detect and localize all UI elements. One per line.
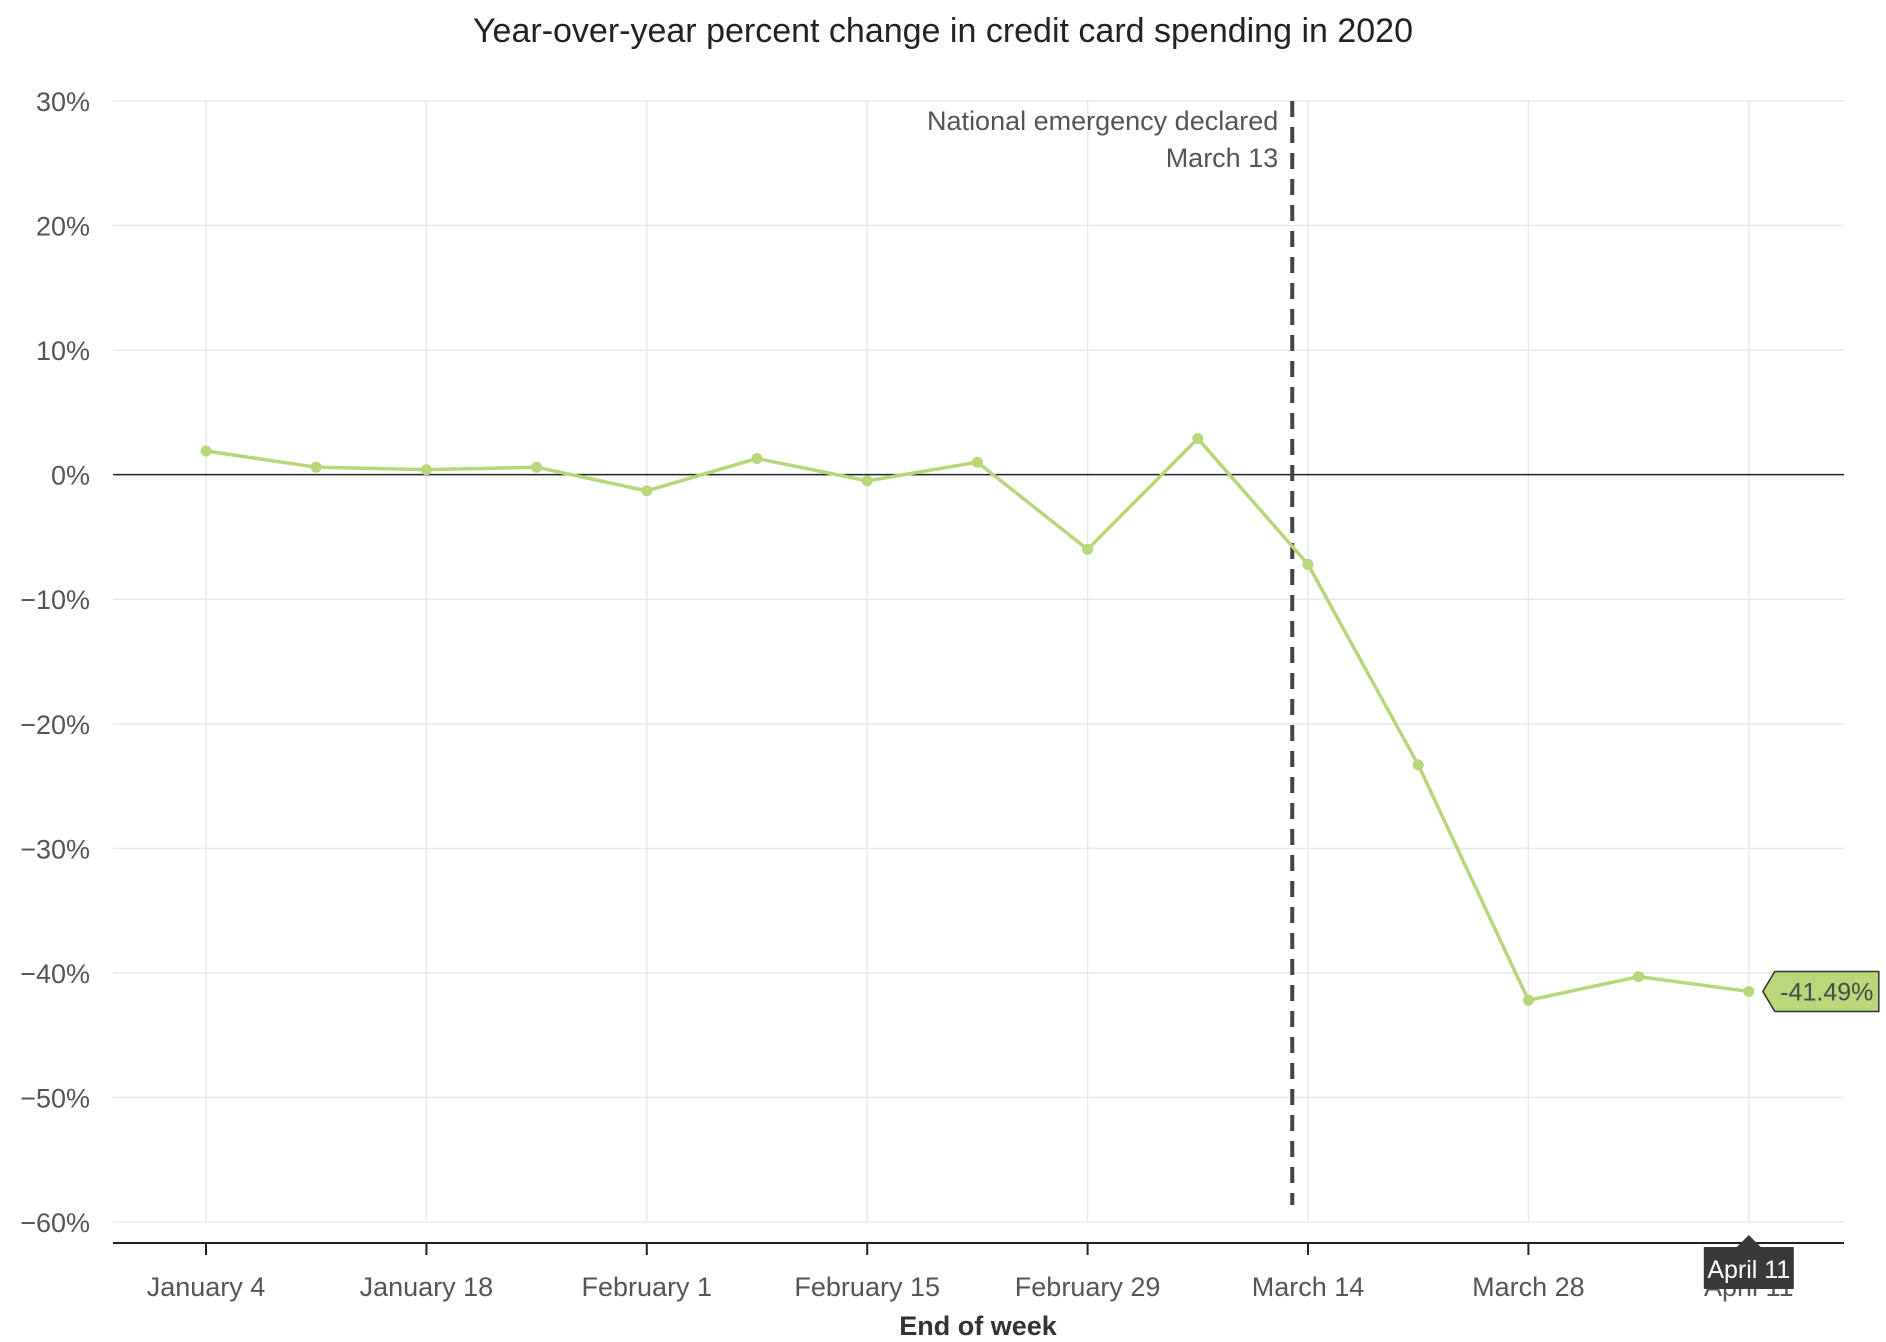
series-path — [205, 436, 1750, 1003]
x-axis-title: End of week — [899, 1311, 1058, 1341]
x-axis: January 4 January 18 February 1 February 15… — [113, 1242, 1844, 1302]
data-point[interactable] — [310, 461, 322, 473]
y-tick-label: 20% — [36, 212, 90, 242]
y-tick-label: −60% — [20, 1208, 90, 1238]
data-point[interactable] — [861, 475, 873, 487]
data-point[interactable] — [971, 456, 983, 468]
data-point[interactable] — [1192, 433, 1204, 445]
emergency-annotation-label: March 13 — [1166, 143, 1279, 173]
data-point[interactable] — [1743, 985, 1755, 997]
data-point[interactable] — [1522, 994, 1534, 1006]
chart-title: Year-over-year percent change in credit … — [473, 12, 1413, 50]
data-point[interactable] — [1082, 543, 1094, 555]
data-point[interactable] — [531, 461, 543, 473]
data-point[interactable] — [200, 445, 212, 457]
series-line — [200, 433, 1755, 1006]
emergency-annotation-label: National emergency declared — [927, 106, 1278, 136]
data-point[interactable] — [1412, 759, 1424, 771]
x-tick-label: February 15 — [794, 1272, 940, 1302]
tooltip-date-box — [1703, 1235, 1794, 1289]
y-tick-label: −30% — [20, 834, 90, 864]
y-tick-label: 10% — [36, 336, 90, 366]
y-axis: 30% 20% 10% 0% −10% −20% −30% −40% −50% −60% — [20, 87, 90, 1238]
data-point[interactable] — [641, 485, 653, 497]
x-tick-label: January 18 — [360, 1272, 494, 1302]
tooltip-value-label: -41.49% — [1780, 978, 1873, 1006]
y-tick-label: −40% — [20, 959, 90, 989]
x-tick-label: January 4 — [147, 1272, 266, 1302]
y-tick-label: −10% — [20, 585, 90, 615]
y-tick-label: −20% — [20, 710, 90, 740]
data-point[interactable] — [751, 452, 763, 464]
x-tick-label: February 1 — [582, 1272, 713, 1302]
x-tick-label: March 14 — [1252, 1272, 1365, 1302]
x-tick-label: February 29 — [1015, 1272, 1161, 1302]
x-tick-label: March 28 — [1472, 1272, 1585, 1302]
y-tick-label: 0% — [51, 461, 90, 491]
data-point[interactable] — [1302, 558, 1314, 570]
tooltip-value-box — [1761, 970, 1880, 1013]
y-tick-label: 30% — [36, 87, 90, 117]
national-emergency-annotation: National emergency declared March 13 — [927, 101, 1295, 1205]
gridlines — [113, 100, 1844, 1223]
y-tick-label: −50% — [20, 1083, 90, 1113]
data-point[interactable] — [420, 464, 432, 476]
data-point[interactable] — [1633, 971, 1645, 983]
hover-tooltip: -41.49% April 11 — [1703, 970, 1880, 1289]
tooltip-date-label: April 11 — [1707, 1256, 1790, 1284]
